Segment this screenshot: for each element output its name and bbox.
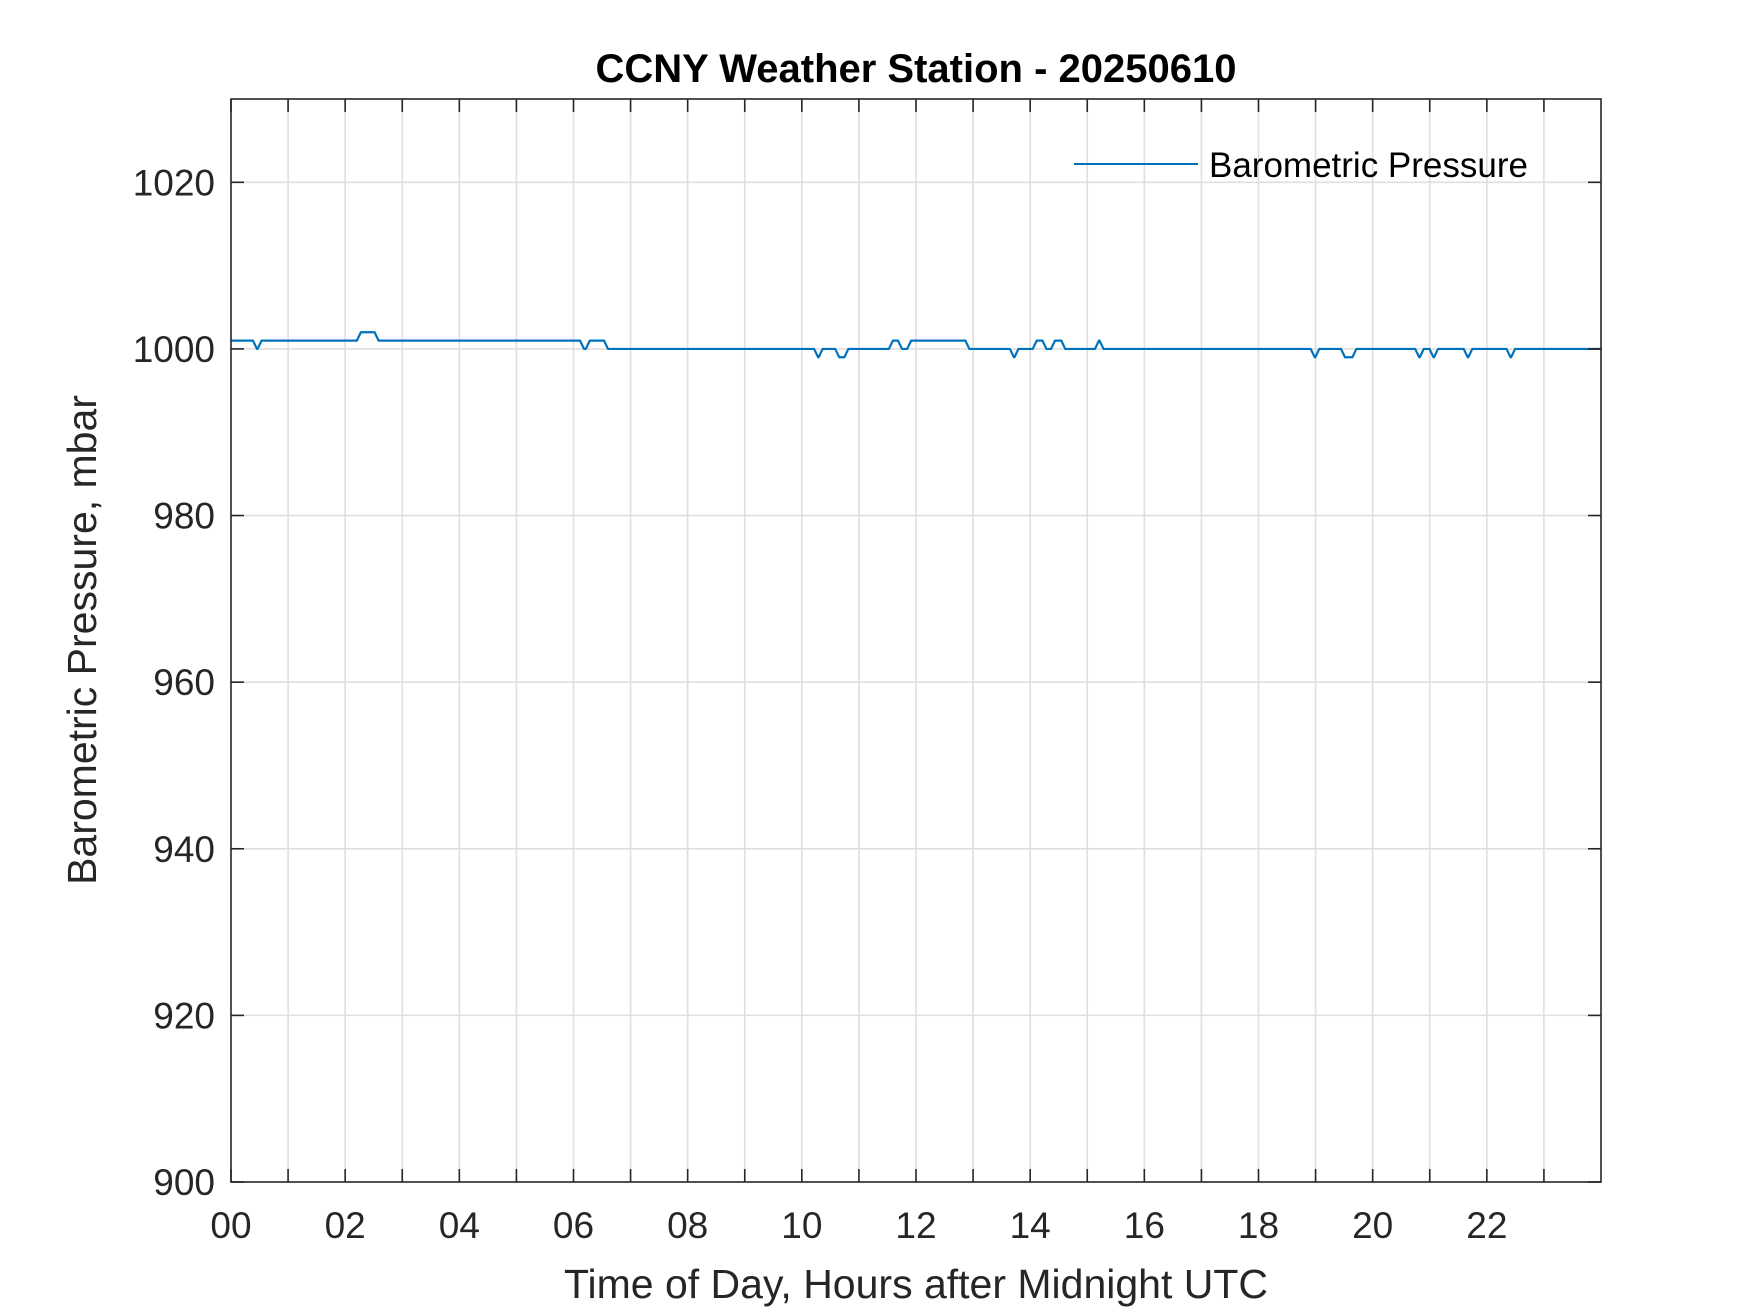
legend-label-barometric-pressure: Barometric Pressure [1209, 146, 1528, 185]
x-tick-label: 02 [325, 1205, 366, 1246]
ticks: 00 02 04 06 08 10 12 14 16 18 20 22 900 920 940 960 980 1… [133, 99, 1601, 1246]
y-tick-label: 980 [153, 496, 215, 537]
series-layer [231, 331, 1602, 359]
x-tick-label: 04 [439, 1205, 480, 1246]
y-tick-label: 900 [153, 1162, 215, 1203]
x-tick-label: 18 [1238, 1205, 1279, 1246]
x-tick-label: 00 [210, 1205, 251, 1246]
y-tick-label: 1020 [133, 162, 215, 203]
x-tick-label: 22 [1466, 1205, 1507, 1246]
y-axis-label: Barometric Pressure, mbar [59, 395, 105, 885]
y-tick-label: 920 [153, 995, 215, 1036]
y-tick-label: 1000 [133, 329, 215, 370]
y-tick-label: 960 [153, 662, 215, 703]
legend: Barometric Pressure [1074, 146, 1528, 185]
x-tick-label: 20 [1352, 1205, 1393, 1246]
y-tick-label: 940 [153, 829, 215, 870]
grid [231, 99, 1601, 1182]
x-tick-label: 12 [895, 1205, 936, 1246]
x-tick-label: 10 [781, 1205, 822, 1246]
x-tick-label: 06 [553, 1205, 594, 1246]
x-axis-label: Time of Day, Hours after Midnight UTC [564, 1261, 1268, 1307]
x-tick-label: 16 [1124, 1205, 1165, 1246]
x-tick-label: 14 [1010, 1205, 1051, 1246]
series-line-barometric-pressure [231, 331, 1602, 359]
x-tick-label: 08 [667, 1205, 708, 1246]
chart-title: CCNY Weather Station - 20250610 [596, 47, 1237, 91]
